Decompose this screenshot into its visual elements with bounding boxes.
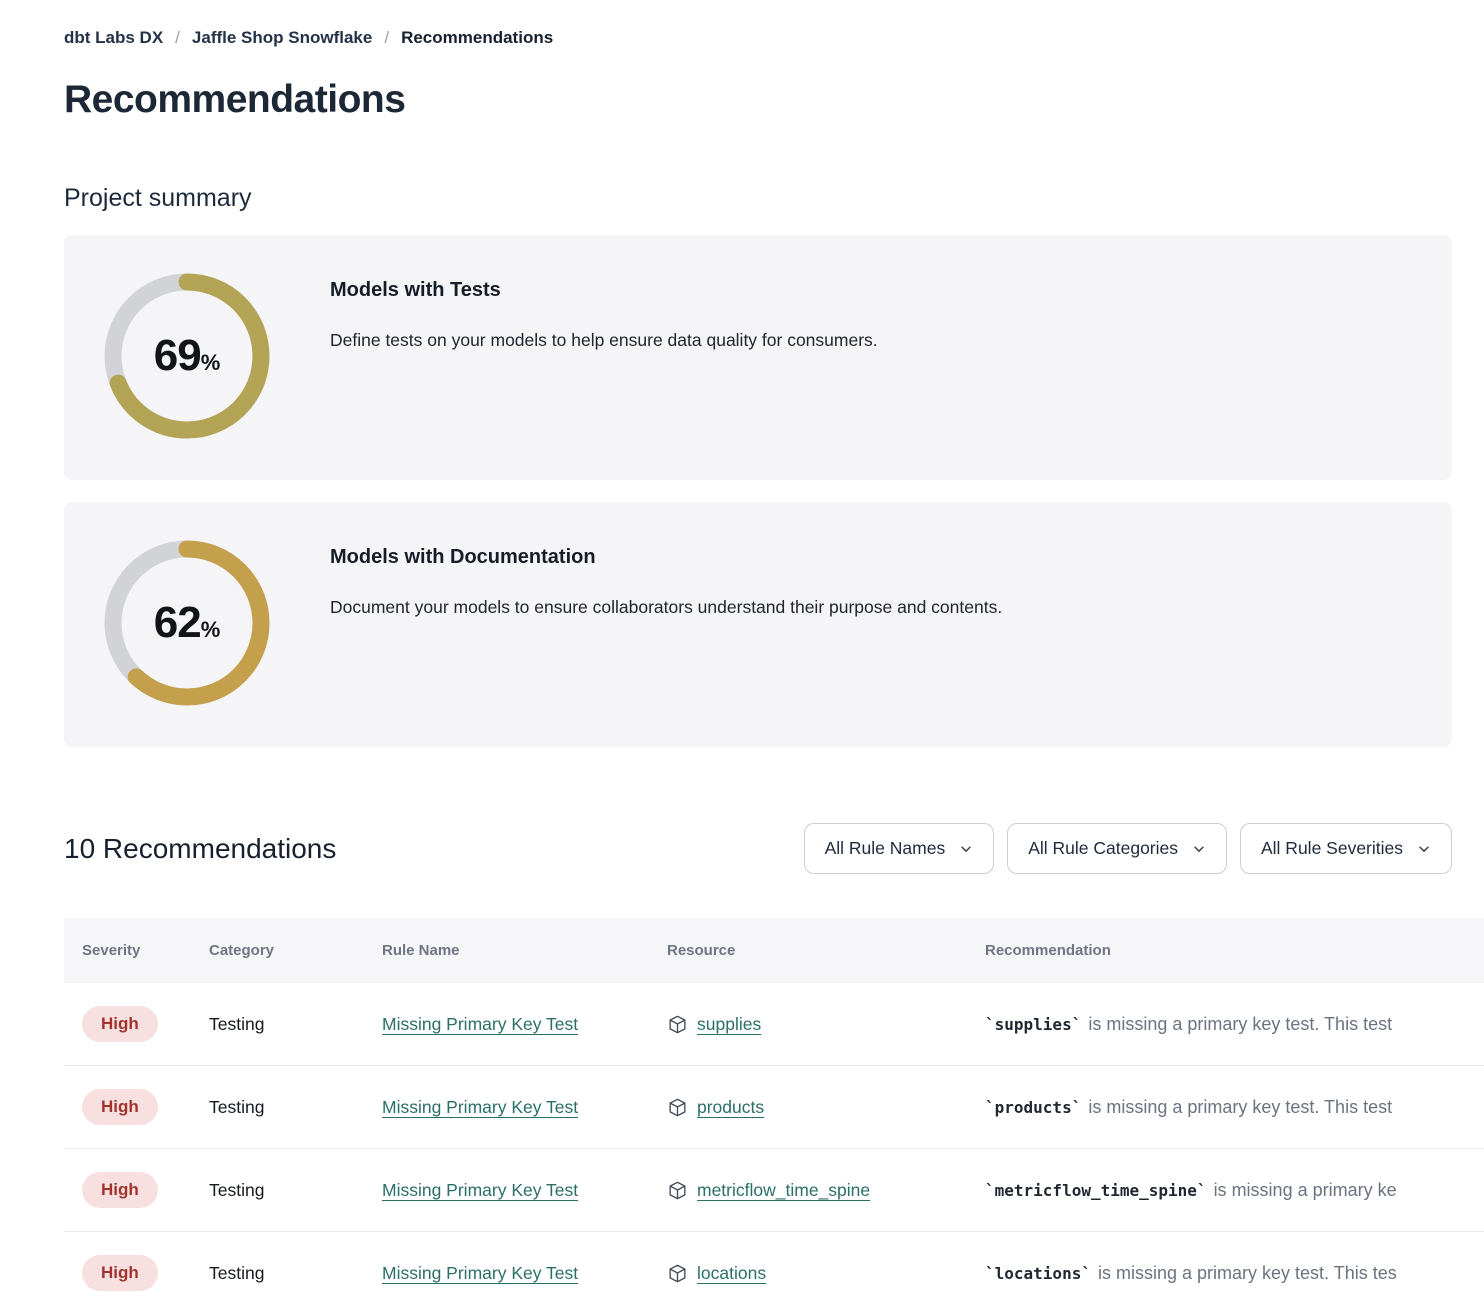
- percent-symbol: %: [200, 617, 221, 642]
- chevron-down-icon: [1419, 845, 1429, 852]
- breadcrumb-item-project[interactable]: Jaffle Shop Snowflake: [191, 28, 373, 47]
- breadcrumb-separator: /: [175, 28, 180, 47]
- severity-badge: High: [82, 1089, 158, 1125]
- recommendation-cell: `locations` is missing a primary key test…: [985, 1232, 1484, 1315]
- resource-code: `supplies`: [985, 1014, 1082, 1034]
- filter-rule-severities-dropdown[interactable]: All Rule Severities: [1240, 823, 1452, 874]
- model-cube-icon: [669, 1015, 686, 1033]
- filter-label: All Rule Severities: [1261, 838, 1403, 858]
- table-row: High Testing Missing Primary Key Test lo…: [64, 1231, 1484, 1315]
- column-header-category: Category: [209, 942, 275, 959]
- breadcrumb-item-current: Recommendations: [401, 28, 554, 47]
- filter-rule-categories-dropdown[interactable]: All Rule Categories: [1007, 823, 1227, 874]
- column-header-rule-name: Rule Name: [382, 942, 460, 959]
- resource-link[interactable]: products: [697, 1096, 765, 1117]
- summary-card-models-with-documentation: 62 % Models with Documentation Document …: [64, 502, 1452, 747]
- recommendation-cell: `metricflow_time_spine` is missing a prim…: [985, 1149, 1484, 1232]
- donut-value-arc: [104, 540, 270, 706]
- resource-link[interactable]: locations: [697, 1262, 767, 1283]
- project-summary-heading: Project summary: [64, 184, 252, 212]
- recommendations-table: Severity Category Rule Name Resource Rec…: [64, 918, 1484, 1314]
- table-row: High Testing Missing Primary Key Test pr…: [64, 1065, 1484, 1149]
- resource-code: `metricflow_time_spine`: [985, 1180, 1207, 1200]
- column-header-recommendation: Recommendation: [985, 942, 1111, 959]
- filter-rule-names-dropdown[interactable]: All Rule Names: [803, 823, 995, 874]
- rule-name-link[interactable]: Missing Primary Key Test: [382, 1013, 579, 1034]
- page-title: Recommendations: [64, 78, 406, 121]
- column-header-resource: Resource: [667, 942, 736, 959]
- summary-card-models-with-tests: 69 % Models with Tests Define tests on y…: [64, 235, 1452, 480]
- recommendation-text: is missing a primary ke: [1213, 1179, 1397, 1200]
- model-cube-icon: [669, 1181, 686, 1199]
- rule-name-link[interactable]: Missing Primary Key Test: [382, 1179, 579, 1200]
- recommendations-count-heading: 10 Recommendations: [64, 832, 337, 864]
- breadcrumb-item-account[interactable]: dbt Labs DX: [64, 28, 164, 47]
- severity-badge: High: [82, 1172, 158, 1208]
- table-header-row: Severity Category Rule Name Resource Rec…: [64, 918, 1484, 983]
- rule-name-link[interactable]: Missing Primary Key Test: [382, 1096, 579, 1117]
- docs-donut-chart: 62 %: [104, 540, 270, 706]
- card-title: Models with Documentation: [330, 546, 596, 568]
- column-header-severity: Severity: [82, 942, 141, 959]
- category-cell: Testing: [209, 1096, 265, 1117]
- category-cell: Testing: [209, 1262, 265, 1283]
- donut-percent-label: 69 %: [104, 273, 270, 439]
- card-description: Document your models to ensure collabora…: [330, 597, 1003, 617]
- card-description: Define tests on your models to help ensu…: [330, 330, 878, 350]
- table-row: High Testing Missing Primary Key Test su…: [64, 983, 1484, 1066]
- severity-badge: High: [82, 1006, 158, 1042]
- filter-label: All Rule Names: [824, 838, 946, 858]
- resource-code: `locations`: [985, 1263, 1091, 1283]
- category-cell: Testing: [209, 1179, 265, 1200]
- severity-badge: High: [82, 1255, 158, 1291]
- rule-name-link[interactable]: Missing Primary Key Test: [382, 1262, 579, 1283]
- recommendation-cell: `products` is missing a primary key test.…: [985, 1066, 1484, 1149]
- recommendation-text: is missing a primary key test. This test: [1088, 1013, 1393, 1034]
- recommendation-cell: `supplies` is missing a primary key test.…: [985, 983, 1484, 1066]
- resource-code: `products`: [985, 1097, 1082, 1117]
- filter-label: All Rule Categories: [1028, 838, 1178, 858]
- recommendation-text: is missing a primary key test. This tes: [1097, 1262, 1397, 1283]
- percent-symbol: %: [200, 350, 221, 375]
- filters: All Rule Names All Rule Categories All R…: [803, 823, 1452, 874]
- percent-value: 62: [153, 598, 202, 647]
- model-cube-icon: [669, 1264, 686, 1282]
- model-cube-icon: [669, 1098, 686, 1116]
- resource-link[interactable]: supplies: [697, 1013, 762, 1034]
- resource-link[interactable]: metricflow_time_spine: [697, 1179, 871, 1200]
- table-row: High Testing Missing Primary Key Test me…: [64, 1148, 1484, 1232]
- donut-value-arc: [104, 273, 270, 439]
- chevron-down-icon: [961, 845, 971, 852]
- recommendation-text: is missing a primary key test. This test: [1088, 1096, 1393, 1117]
- chevron-down-icon: [1194, 845, 1204, 852]
- breadcrumb: dbt Labs DX / Jaffle Shop Snowflake / Re…: [64, 28, 1452, 48]
- category-cell: Testing: [209, 1013, 265, 1034]
- donut-percent-label: 62 %: [104, 540, 270, 706]
- tests-donut-chart: 69 %: [104, 273, 270, 439]
- breadcrumb-separator: /: [384, 28, 390, 47]
- percent-value: 69: [153, 331, 202, 380]
- card-title: Models with Tests: [330, 279, 501, 301]
